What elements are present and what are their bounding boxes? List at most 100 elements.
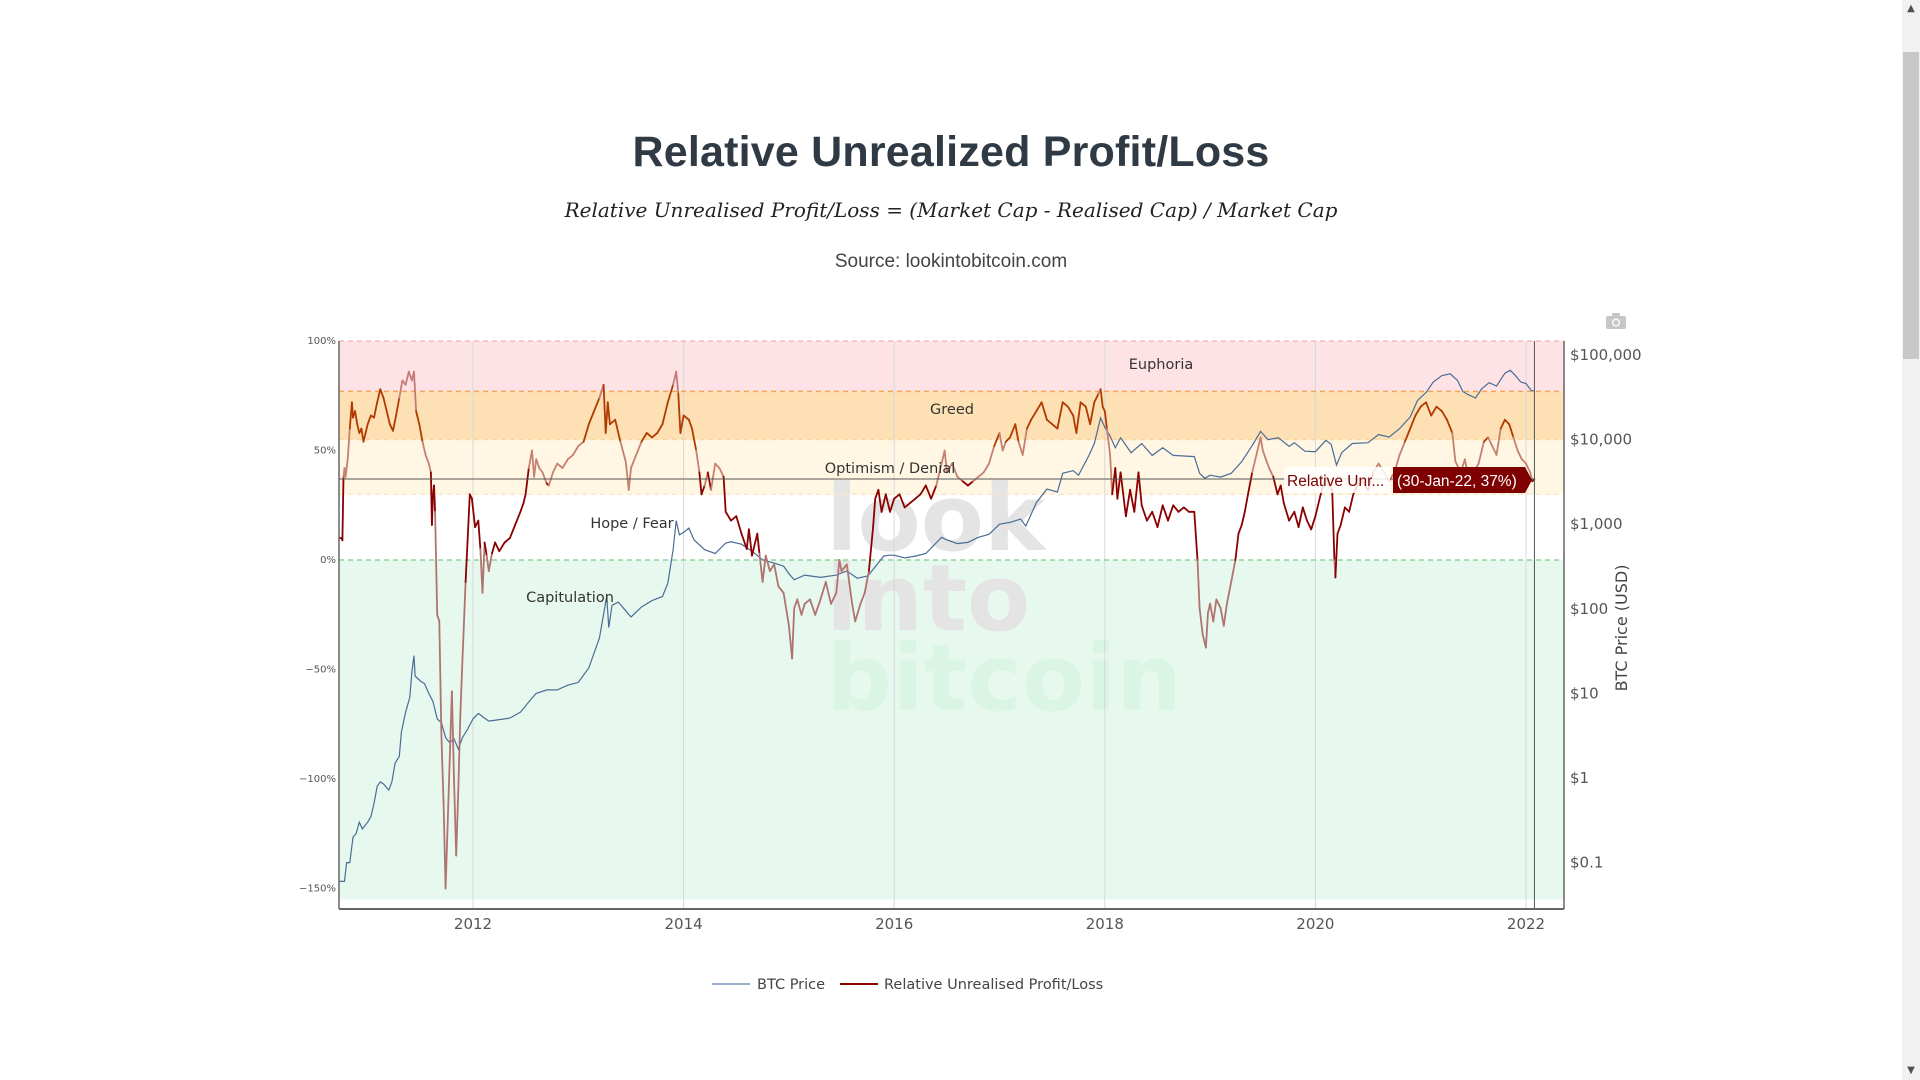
y-left-tick-label: −150% — [299, 884, 336, 895]
hover-series-name: Relative Unr... — [1287, 473, 1384, 490]
rupl-segment — [1056, 401, 1064, 430]
page-scrollbar[interactable]: ▲ ▼ — [1902, 0, 1920, 1080]
rupl-segment — [656, 423, 664, 434]
rupl-segment — [424, 453, 430, 465]
rupl-segment — [508, 524, 516, 539]
y-right-tick-label: $1,000 — [1570, 515, 1623, 533]
rupl-segment — [914, 493, 922, 500]
rupl-segment — [1219, 607, 1225, 627]
rupl-segment — [1198, 607, 1204, 636]
rupl-segment — [1282, 502, 1290, 522]
rupl-segment — [494, 541, 501, 553]
rupl-segment — [740, 532, 748, 550]
rupl-segment — [838, 559, 843, 572]
rupl-segment — [433, 484, 437, 513]
rupl-segment — [1026, 418, 1032, 430]
rupl-segment — [1487, 436, 1494, 448]
rupl-segment — [809, 598, 817, 616]
rupl-segment — [413, 370, 418, 413]
x-tick-label: 2018 — [1086, 915, 1124, 933]
rupl-segment — [434, 510, 439, 616]
rupl-segment — [457, 712, 462, 791]
x-tick-label: 2022 — [1507, 915, 1545, 933]
rupl-segment — [682, 414, 690, 421]
rupl-segment — [459, 657, 464, 715]
rupl-segment — [519, 502, 525, 513]
rupl-segment — [1017, 440, 1024, 456]
rupl-segment — [1512, 436, 1519, 452]
rupl-segment — [764, 554, 771, 572]
rupl-segment — [903, 502, 911, 509]
rupl-segment — [688, 418, 693, 430]
rupl-segment — [1451, 432, 1457, 463]
watermark-into: into — [826, 545, 1030, 652]
y-right-axis-title: BTC Price (USD) — [1612, 565, 1631, 692]
rupl-segment — [481, 541, 486, 594]
rupl-segment — [609, 418, 617, 426]
rupl-segment — [483, 541, 488, 557]
rupl-segment — [845, 563, 853, 605]
rupl-segment — [735, 515, 743, 535]
rupl-segment — [1177, 506, 1185, 513]
scrollbar-thumb[interactable] — [1903, 52, 1919, 359]
rupl-segment — [924, 484, 932, 500]
rupl-segment — [800, 602, 806, 616]
rupl-segment — [859, 592, 866, 605]
rupl-segment — [930, 484, 938, 500]
rupl-segment — [1125, 488, 1131, 518]
rupl-segment — [1331, 488, 1336, 561]
y-left-tick-label: −50% — [305, 665, 336, 676]
watermark-bitcoin: bitcoin — [826, 625, 1182, 732]
y-right-tick-label: $10 — [1570, 684, 1599, 702]
rupl-segment — [392, 414, 398, 432]
rupl-segment — [1504, 418, 1511, 426]
hover-value-label: (30-Jan-22, 37%) — [1397, 473, 1517, 490]
rupl-segment — [1137, 471, 1143, 507]
rupl-segment — [1182, 506, 1190, 513]
rupl-segment — [1114, 467, 1119, 500]
rupl-segment — [1243, 493, 1249, 513]
rupl-segment — [533, 458, 538, 478]
rupl-segment — [498, 541, 506, 553]
rupl-segment — [1499, 418, 1506, 430]
x-tick-label: 2014 — [665, 915, 703, 933]
scroll-down-arrow-icon[interactable]: ▼ — [1907, 1065, 1915, 1076]
rupl-segment — [998, 432, 1004, 452]
camera-icon[interactable] — [1605, 312, 1627, 330]
legend-label-btc: BTC Price — [757, 977, 825, 993]
page-title: Relative Unrealized Profit/Loss — [632, 128, 1270, 176]
x-gridlines — [472, 341, 1527, 909]
rupl-segment — [988, 445, 996, 465]
legend-item-btc-price[interactable]: BTC Price — [712, 977, 825, 993]
rupl-segment — [961, 480, 969, 487]
x-tick-label: 2016 — [875, 915, 913, 933]
rupl-segment — [1259, 436, 1264, 452]
rupl-segment — [535, 458, 541, 469]
rupl-segment — [884, 493, 891, 513]
legend-label-rupl: Relative Unrealised Profit/Loss — [884, 977, 1103, 993]
rupl-segment — [522, 493, 527, 505]
rupl-segment — [587, 410, 595, 426]
rupl-segment — [880, 493, 887, 513]
scroll-up-arrow-icon[interactable]: ▲ — [1907, 3, 1915, 14]
legend-item-rupl[interactable]: Relative Unrealised Profit/Loss — [840, 977, 1103, 993]
rupl-segment — [438, 620, 443, 737]
rupl-segment — [946, 462, 953, 474]
rupl-segment — [561, 458, 569, 469]
zone-band-greed — [339, 391, 1564, 440]
rupl-segment — [606, 401, 611, 426]
zone-boundary-lines — [339, 340, 1564, 561]
rupl-segment — [538, 467, 544, 474]
rupl-segment — [868, 526, 874, 572]
rupl-segment — [824, 581, 832, 605]
series-rupl — [338, 370, 1536, 890]
y-left-tick-label: −100% — [299, 774, 336, 785]
rupl-segment — [1167, 504, 1175, 522]
rupl-segment — [1297, 506, 1304, 528]
rupl-segment — [614, 418, 622, 443]
rupl-segment — [415, 410, 421, 426]
zone-labels: Euphoria Greed Optimism / Denial Hope / Fea… — [526, 357, 1193, 606]
rupl-segment — [814, 598, 822, 616]
rupl-segment — [1265, 458, 1270, 469]
rupl-segment — [1272, 475, 1279, 496]
